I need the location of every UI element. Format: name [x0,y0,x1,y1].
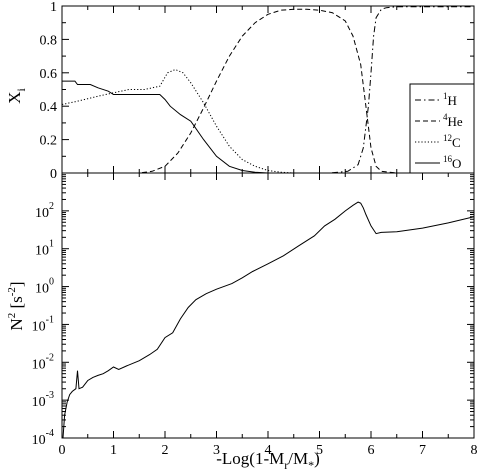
x-tick-label: 1 [110,443,117,458]
y-tick-label: 101 [35,239,54,259]
series-line-n2 [62,201,474,438]
y-axis-label: Xi [5,88,28,104]
y-tick-label-exponent: -3 [46,390,54,401]
y-tick-label: 10-3 [32,390,54,410]
y-tick-label: 0 [50,167,57,182]
x-tick-label: 7 [419,443,426,458]
y-axis-label-superscript: 2 [6,313,18,319]
y-tick-label: 10-4 [32,428,54,448]
legend-entry-label: He [448,114,463,129]
x-axis-label-part: ) [314,449,320,468]
y-axis-label-subscript: i [14,88,28,92]
y-axis-label-unit: [s [7,296,26,313]
x-tick-label: 4 [265,443,272,458]
y-axis-label-unit-close: ] [7,281,26,287]
legend-entry-label: O [452,156,461,171]
y-tick-label: 0.8 [40,33,58,48]
series-line-c [62,68,474,173]
y-tick-label-base: 10 [32,319,46,334]
x-tick-label: 0 [59,443,66,458]
legend-entry: 1H [443,91,457,108]
y-axis-label: N2 [s-2] [6,281,26,330]
x-axis-label-part: /M [288,449,308,468]
y-tick-label-base: 10 [32,357,46,372]
legend-entry-superscript: 12 [443,133,452,143]
y-tick-label-exponent: 1 [49,239,54,250]
x-tick-label: 2 [162,443,169,458]
y-tick-label: 0.4 [40,100,58,115]
legend-entry-label: H [448,93,457,108]
y-tick-label-exponent: -1 [46,314,54,325]
legend-entry: 16O [443,154,461,171]
x-tick-label: 3 [213,443,220,458]
legend-entry-label: C [452,135,461,150]
x-axis-label-subscript: * [308,458,314,472]
y-tick-label-exponent: 0 [49,277,54,288]
legend-entry-superscript: 1 [443,91,448,101]
x-axis-label-part: -Log(1-M [216,449,284,468]
y-tick-label: 102 [35,201,54,221]
legend-entry-superscript: 4 [443,112,448,122]
series-line-h [62,6,474,173]
x-axis-label-subscript: r [284,458,288,472]
x-tick-label: 5 [316,443,323,458]
legend-entry-superscript: 16 [443,154,453,164]
y-tick-label-base: 10 [35,244,49,259]
y-axis-label-base: X [5,92,24,104]
y-tick-label: 0.2 [40,134,58,149]
y-tick-label: 1 [50,0,57,15]
y-tick-label-exponent: -4 [46,428,54,439]
plot-frame [61,172,475,439]
y-tick-label-exponent: -2 [46,352,54,363]
x-tick-label: 6 [368,443,375,458]
y-tick-label: 10-2 [32,352,54,372]
legend-box [409,83,475,174]
y-axis-label-unit-superscript: -2 [6,287,18,296]
y-tick-label: 0.6 [40,67,58,82]
x-tick-label: 8 [471,443,478,458]
y-axis-label-base: N [7,318,26,330]
y-tick-label: 100 [35,277,54,297]
y-tick-label-base: 10 [32,395,46,410]
legend-entry: 12C [443,133,461,150]
y-tick-label-base: 10 [35,282,49,297]
y-tick-label: 10-1 [32,314,54,334]
x-axis-label: -Log(1-Mr/M*) [216,449,320,472]
series-line-o [62,80,474,173]
y-tick-label-exponent: 2 [49,201,54,212]
legend-entry: 4He [443,112,463,129]
y-tick-label-base: 10 [35,206,49,221]
y-tick-label-base: 10 [32,433,46,448]
